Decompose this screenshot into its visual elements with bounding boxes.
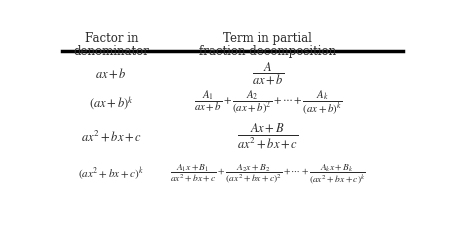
- Text: $\dfrac{A_1}{ax+b}+\dfrac{A_2}{(ax+b)^2}+\cdots+\dfrac{A_k}{(ax+b)^k}$: $\dfrac{A_1}{ax+b}+\dfrac{A_2}{(ax+b)^2}…: [193, 88, 342, 117]
- Text: Term in partial: Term in partial: [223, 32, 312, 45]
- Text: $ax+b$: $ax+b$: [95, 66, 127, 80]
- Text: $ax^2+bx+c$: $ax^2+bx+c$: [81, 128, 142, 143]
- Text: $\dfrac{A_1x+B_1}{ax^2+bx+c}+\dfrac{A_2x+B_2}{(ax^2+bx+c)^2}+\cdots+\dfrac{A_kx+: $\dfrac{A_1x+B_1}{ax^2+bx+c}+\dfrac{A_2x…: [170, 162, 366, 185]
- Text: $(ax^2+bx+c)^{k}$: $(ax^2+bx+c)^{k}$: [79, 165, 144, 182]
- Text: Factor in: Factor in: [84, 32, 138, 45]
- Text: $(ax+b)^{k}$: $(ax+b)^{k}$: [89, 94, 133, 111]
- Text: $\dfrac{A}{ax+b}$: $\dfrac{A}{ax+b}$: [252, 60, 284, 86]
- Text: fraction decomposition: fraction decomposition: [199, 45, 336, 58]
- Text: denominator: denominator: [74, 45, 149, 58]
- Text: $\dfrac{Ax+B}{ax^2+bx+c}$: $\dfrac{Ax+B}{ax^2+bx+c}$: [237, 121, 299, 150]
